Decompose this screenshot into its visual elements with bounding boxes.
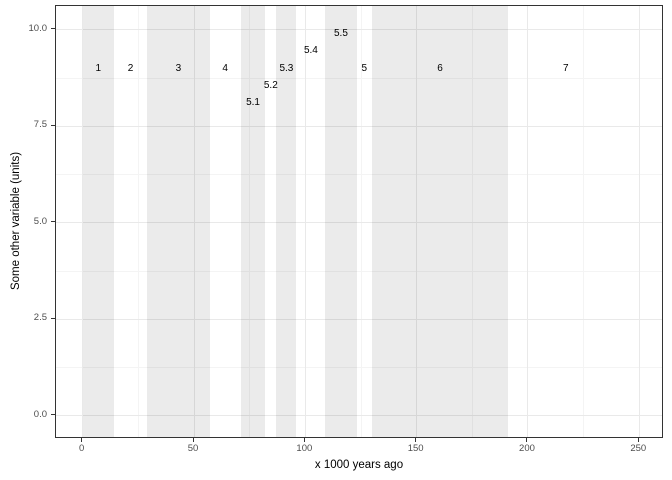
plot-panel: 1 2 3 4 5.1 5.2 5.3 5.4 5.5 5 6 7	[55, 5, 663, 438]
gridline-x-major	[638, 6, 640, 437]
x-axis-title: x 1000 years ago	[314, 459, 404, 471]
gridline-y-major	[56, 318, 662, 320]
y-tick-label: 5.0	[33, 215, 47, 227]
gridline-x-major	[304, 6, 306, 437]
stage-label: 5.1	[246, 97, 260, 109]
x-tick-mark	[415, 438, 417, 442]
gridline-y-minor	[56, 270, 662, 272]
y-tick-label: 2.5	[33, 312, 47, 324]
stage-label: 1	[95, 62, 102, 74]
mis-band	[147, 6, 210, 437]
x-tick-label: 0	[79, 443, 85, 454]
x-tick-mark	[526, 438, 528, 442]
y-tick-label: 10.0	[28, 22, 48, 34]
gridline-y-minor	[56, 174, 662, 176]
y-tick-mark	[51, 124, 55, 126]
gridline-x-minor	[360, 6, 362, 437]
y-tick-mark	[51, 414, 55, 416]
x-tick-label: 200	[519, 443, 535, 454]
stage-label: 2	[127, 62, 134, 74]
gridline-x-major	[82, 6, 84, 437]
stage-label: 4	[222, 62, 228, 74]
gridline-y-minor	[56, 367, 662, 369]
y-tick-mark	[51, 317, 55, 319]
x-tick-label: 100	[296, 443, 313, 454]
gridline-y-major	[56, 222, 662, 224]
stage-label: 5	[361, 62, 368, 74]
gridline-x-major	[193, 6, 195, 437]
stage-label: 5.3	[279, 62, 294, 74]
mis-band	[325, 6, 357, 437]
x-tick-mark	[303, 438, 305, 442]
gridline-y-major	[56, 29, 662, 31]
gridline-x-minor	[471, 6, 473, 437]
stage-label: 5.5	[334, 27, 348, 39]
stage-label: 3	[175, 62, 182, 74]
y-tick-mark	[51, 221, 55, 223]
gridline-y-minor	[56, 77, 662, 79]
mis-band	[276, 6, 297, 437]
stage-label: 5.2	[263, 79, 278, 91]
y-tick-label: 7.5	[33, 119, 47, 131]
x-tick-label: 50	[187, 443, 199, 454]
x-tick-mark	[192, 438, 194, 442]
mis-band	[240, 6, 266, 437]
gridline-x-major	[416, 6, 418, 437]
mis-band	[82, 6, 114, 437]
stage-label: 5.4	[303, 45, 318, 57]
gridline-x-minor	[583, 6, 585, 437]
gridline-x-minor	[137, 6, 139, 437]
x-tick-mark	[81, 438, 83, 442]
gridline-x-major	[527, 6, 529, 437]
mis-band	[372, 6, 508, 437]
x-tick-label: 150	[407, 443, 424, 454]
y-tick-label: 0.0	[33, 408, 47, 420]
x-tick-mark	[637, 438, 639, 442]
stage-label: 6	[437, 62, 443, 74]
x-tick-label: 250	[630, 443, 647, 454]
gridline-x-minor	[249, 6, 251, 437]
y-tick-mark	[51, 28, 55, 30]
stage-label: 7	[563, 62, 569, 74]
gridline-y-major	[56, 125, 662, 127]
gridline-y-major	[56, 415, 662, 417]
